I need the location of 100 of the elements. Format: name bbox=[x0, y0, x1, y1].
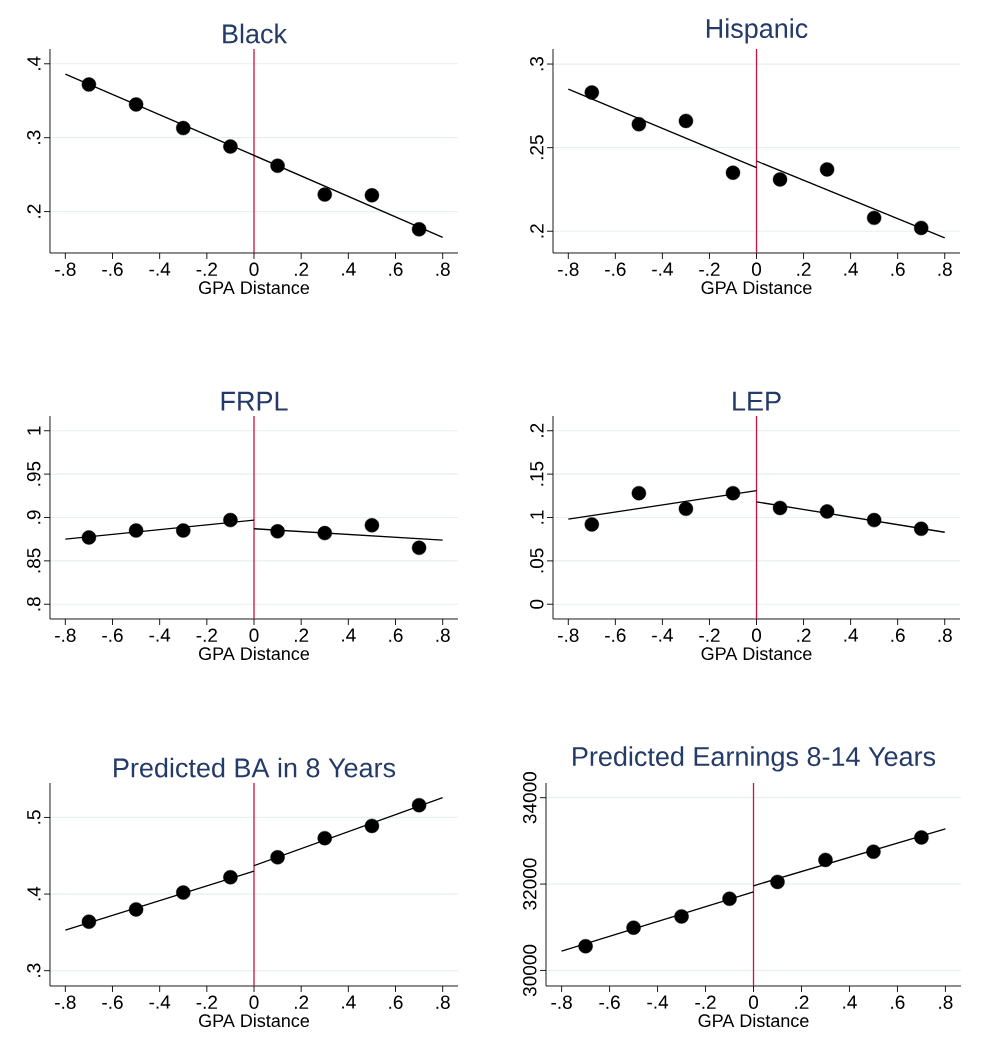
y-tick-label: .95 bbox=[27, 461, 41, 486]
point bbox=[584, 517, 600, 532]
point bbox=[772, 500, 788, 516]
x-tick-label: .8 bbox=[938, 628, 952, 642]
y-tick-label: .1 bbox=[530, 510, 544, 524]
point bbox=[223, 512, 238, 528]
x-tick-label: .4 bbox=[843, 995, 857, 1009]
x-tick-label: -.6 bbox=[605, 628, 626, 642]
point bbox=[914, 830, 929, 845]
x-tick-label: .2 bbox=[294, 995, 309, 1009]
point bbox=[81, 914, 97, 929]
x-tick-label: .6 bbox=[389, 995, 403, 1009]
x-tick-label: -.6 bbox=[599, 995, 620, 1009]
point bbox=[819, 162, 835, 177]
point bbox=[411, 540, 427, 556]
point bbox=[364, 518, 380, 533]
x-tick-label: .6 bbox=[891, 262, 905, 276]
x-tick-label: -.2 bbox=[196, 628, 217, 642]
point bbox=[674, 909, 689, 924]
x-tick-label: -.2 bbox=[695, 995, 716, 1009]
x-tick-label: .4 bbox=[342, 262, 356, 276]
x-tick-label: .8 bbox=[436, 262, 450, 276]
x-axis-title: GPA Distance bbox=[701, 280, 812, 295]
point bbox=[317, 830, 332, 846]
point bbox=[631, 117, 647, 132]
point bbox=[626, 920, 641, 935]
x-tick-label: .2 bbox=[795, 995, 809, 1009]
point bbox=[678, 113, 694, 129]
x-axis-title: GPA Distance bbox=[701, 646, 812, 661]
y-tick-label: .85 bbox=[27, 548, 41, 573]
y-tick-label: 1 bbox=[27, 426, 41, 435]
point bbox=[176, 523, 191, 538]
x-tick-label: .2 bbox=[294, 628, 309, 642]
x-tick-label: -.4 bbox=[652, 628, 673, 642]
x-tick-label: -.8 bbox=[55, 995, 76, 1009]
point bbox=[81, 77, 97, 92]
point bbox=[81, 530, 97, 545]
x-tick-label: -.2 bbox=[196, 262, 217, 276]
point bbox=[866, 844, 881, 859]
x-tick-label: -.8 bbox=[55, 262, 76, 276]
y-tick-label: .9 bbox=[27, 510, 41, 524]
chart-title: Predicted BA in 8 Years bbox=[114, 757, 396, 778]
x-tick-label: .8 bbox=[938, 262, 952, 276]
x-tick-label: -.2 bbox=[699, 628, 720, 642]
point bbox=[270, 158, 285, 173]
y-tick-label: .25 bbox=[530, 135, 544, 160]
y-tick-label: .05 bbox=[530, 548, 544, 573]
point bbox=[223, 139, 238, 154]
x-tick-label: .4 bbox=[844, 262, 858, 276]
point bbox=[913, 521, 929, 536]
x-tick-label: -.4 bbox=[149, 995, 171, 1009]
x-axis-title: GPA Distance bbox=[199, 280, 310, 295]
x-tick-label: .6 bbox=[389, 628, 403, 642]
x-tick-label: 0 bbox=[751, 262, 762, 276]
x-tick-label: 0 bbox=[249, 262, 259, 276]
point bbox=[128, 523, 144, 538]
point bbox=[317, 187, 332, 202]
x-tick-label: -.2 bbox=[196, 995, 217, 1009]
y-tick-label: .15 bbox=[530, 461, 544, 486]
point bbox=[364, 818, 380, 834]
x-tick-label: -.6 bbox=[102, 995, 123, 1009]
y-tick-label: .3 bbox=[530, 56, 544, 71]
chart-title: Predicted Earnings 8-14 Years bbox=[573, 746, 936, 772]
point bbox=[866, 210, 882, 226]
chart-title: Black bbox=[223, 23, 288, 44]
point bbox=[772, 172, 788, 187]
point bbox=[176, 885, 191, 900]
chart-title: LEP bbox=[733, 391, 781, 411]
x-tick-label: -.4 bbox=[149, 262, 171, 276]
y-tick-label: .4 bbox=[27, 886, 41, 901]
x-tick-label: -.8 bbox=[551, 995, 572, 1009]
x-tick-label: -.2 bbox=[699, 262, 720, 276]
point bbox=[364, 188, 380, 203]
y-tick-label: .8 bbox=[27, 597, 41, 611]
point bbox=[128, 97, 144, 112]
point bbox=[270, 524, 285, 539]
point bbox=[223, 870, 238, 885]
point bbox=[725, 486, 741, 501]
x-tick-label: .8 bbox=[436, 995, 450, 1009]
point bbox=[819, 504, 835, 519]
point bbox=[317, 525, 332, 541]
x-tick-label: 0 bbox=[249, 628, 259, 642]
chart-title: Hispanic bbox=[706, 18, 808, 44]
x-tick-label: .4 bbox=[342, 628, 356, 642]
point bbox=[818, 852, 833, 868]
x-tick-label: -.6 bbox=[102, 628, 123, 642]
x-tick-label: -.8 bbox=[558, 628, 579, 642]
x-tick-label: .6 bbox=[389, 262, 403, 276]
x-tick-label: .6 bbox=[891, 628, 905, 642]
x-tick-label: .6 bbox=[891, 995, 905, 1009]
point bbox=[631, 486, 647, 501]
x-axis-title: GPA Distance bbox=[199, 646, 310, 661]
x-tick-label: .2 bbox=[797, 262, 811, 276]
x-axis-title: GPA Distance bbox=[199, 1013, 310, 1028]
point bbox=[725, 165, 741, 180]
point bbox=[578, 939, 593, 954]
y-tick-label: .2 bbox=[27, 204, 41, 218]
y-tick-label: .4 bbox=[27, 56, 41, 70]
x-tick-label: 0 bbox=[249, 995, 259, 1009]
x-tick-label: .8 bbox=[939, 995, 953, 1009]
